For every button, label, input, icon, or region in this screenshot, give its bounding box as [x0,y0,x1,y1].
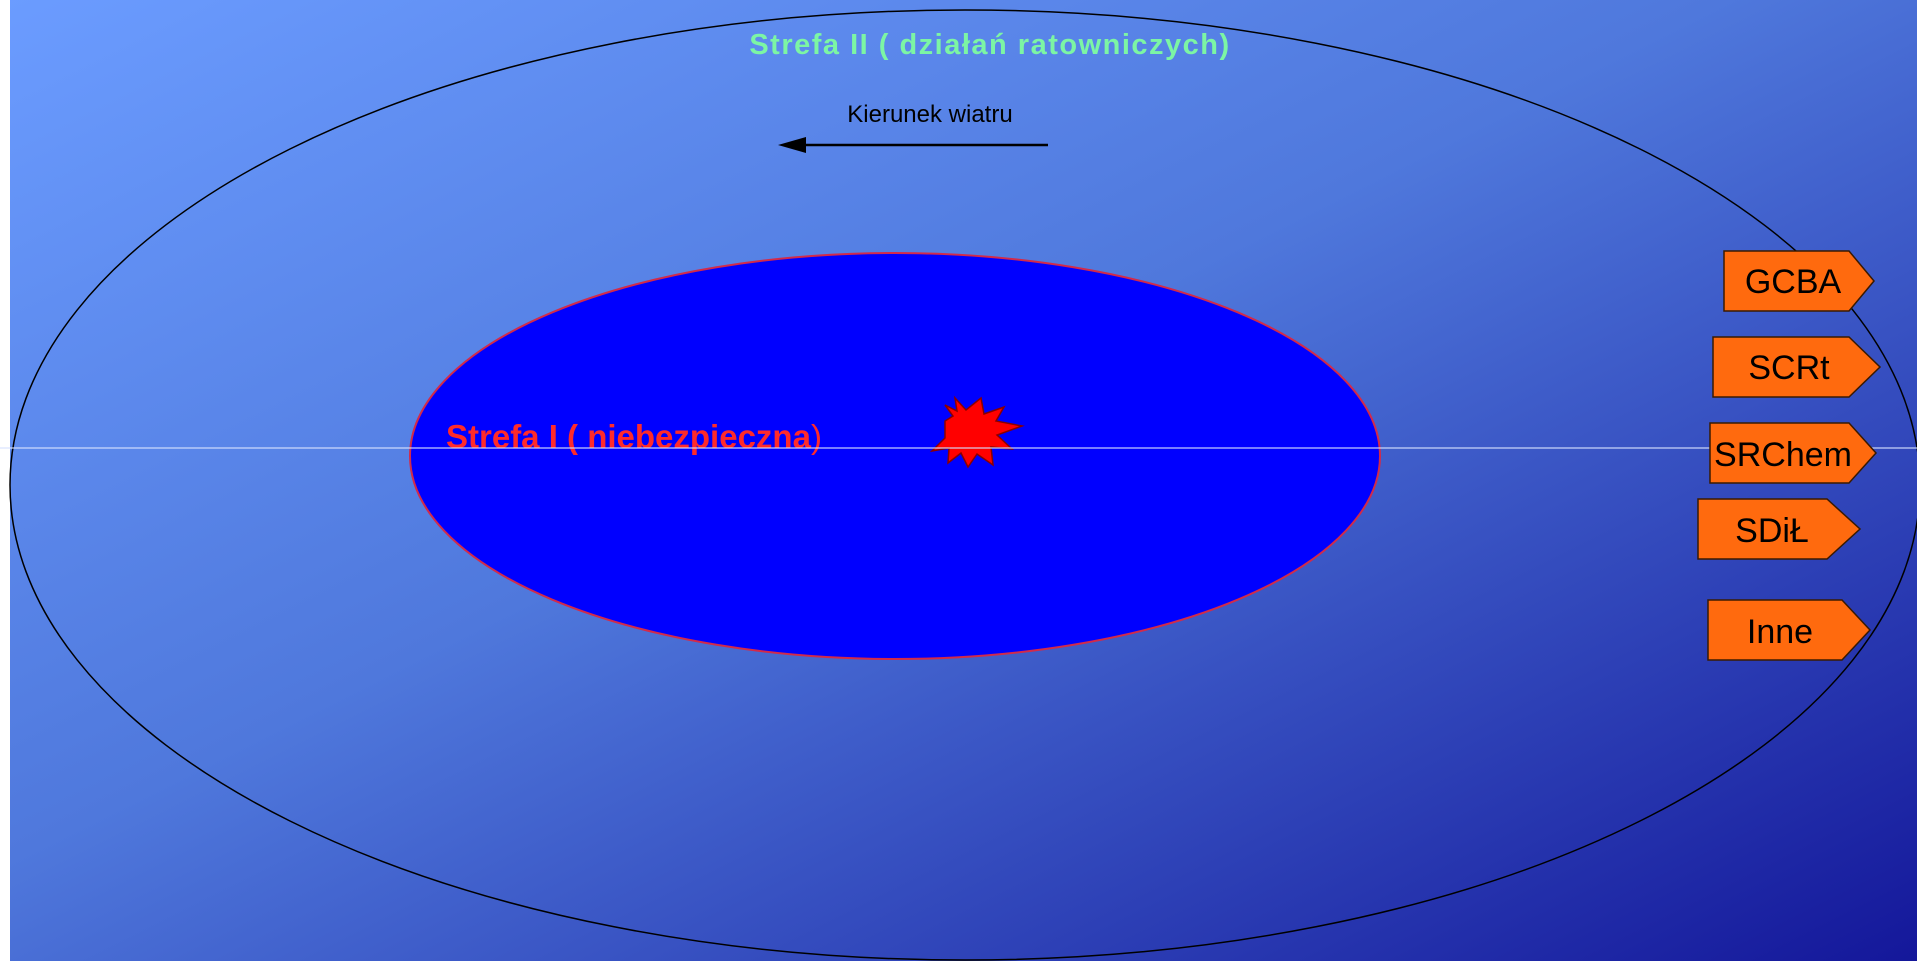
unit-tag-srchem: SRChem [1709,422,1878,484]
unit-tag-label: SDiŁ [1735,512,1809,550]
unit-tag-label: SRChem [1714,436,1852,474]
unit-tag-sdil: SDiŁ [1697,498,1862,560]
unit-tag-label: GCBA [1745,263,1842,301]
inner-zone-label-close: ) [811,418,822,455]
inner-zone-label: Strefa I ( niebezpieczna) [446,418,822,455]
unit-tag-gcba: GCBA [1723,250,1875,312]
unit-tag-label: SCRt [1748,349,1830,387]
inner-zone-label-main: Strefa I ( niebezpieczna [446,418,812,455]
unit-tag-scrt: SCRt [1712,336,1882,398]
inner-zone-ellipse [409,252,1381,660]
explosion-icon [929,395,1025,469]
arrow-left-icon [778,137,1048,153]
unit-tag-label: Inne [1747,613,1813,651]
left-margin-strip [0,0,10,961]
wind-direction-label: Kierunek wiatru [847,101,1012,128]
unit-tag-inne: Inne [1707,599,1872,661]
outer-zone-label: Strefa II ( działań ratowniczych) [749,29,1230,61]
outer-zone-ellipse [9,9,1917,961]
